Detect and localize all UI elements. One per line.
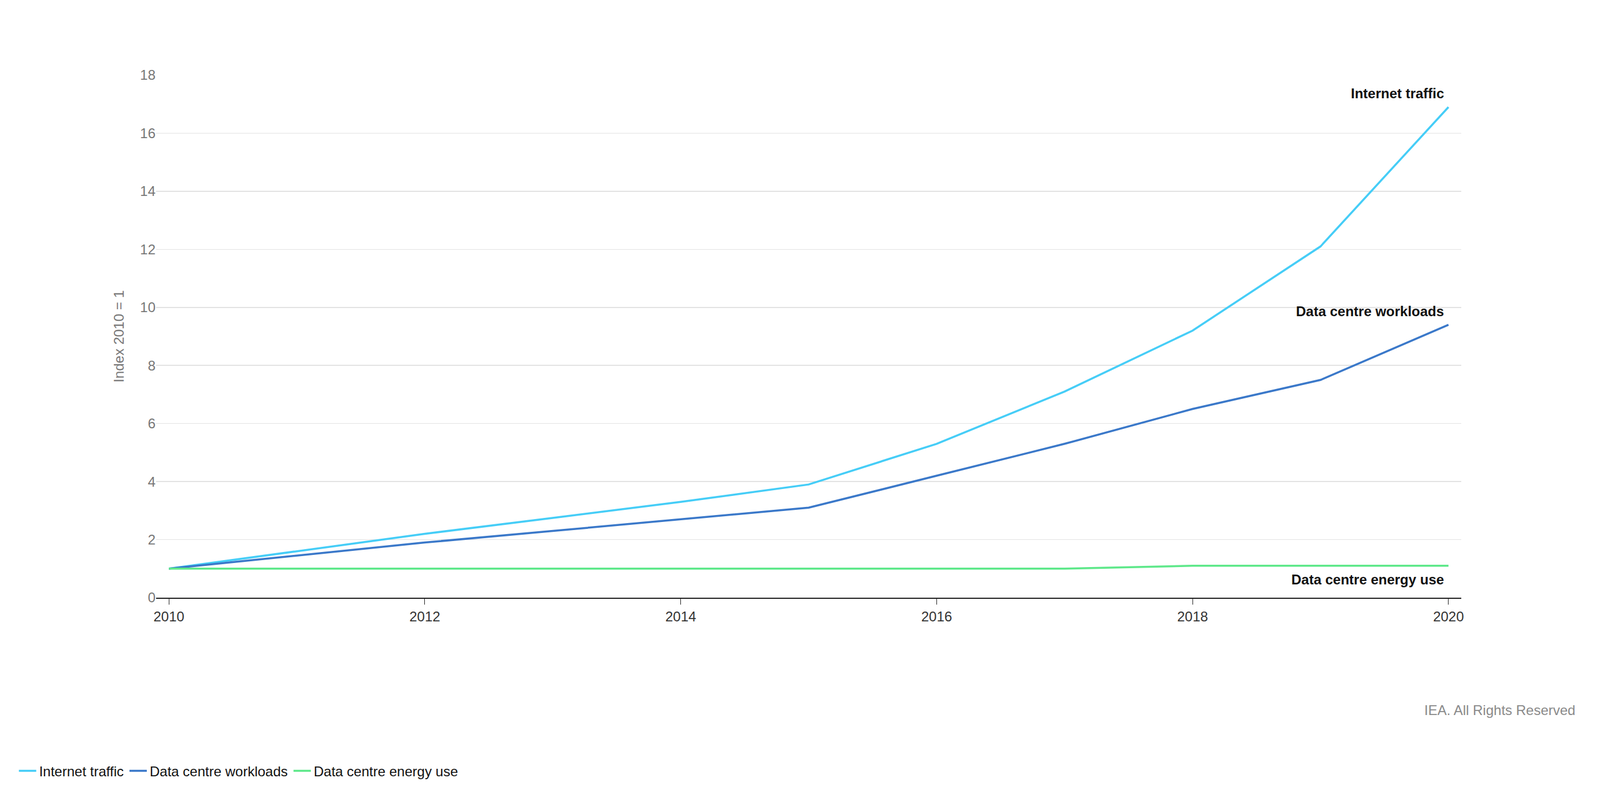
svg-text:Internet traffic: Internet traffic <box>39 763 124 780</box>
svg-text:Data centre workloads: Data centre workloads <box>149 763 288 780</box>
svg-text:2014: 2014 <box>665 608 696 625</box>
svg-text:10: 10 <box>139 299 156 316</box>
svg-text:16: 16 <box>139 125 156 142</box>
svg-text:14: 14 <box>139 183 156 199</box>
svg-text:2018: 2018 <box>1176 608 1208 625</box>
svg-text:IEA. All Rights Reserved: IEA. All Rights Reserved <box>1424 702 1576 718</box>
svg-text:Data centre energy use: Data centre energy use <box>1291 571 1444 588</box>
svg-text:4: 4 <box>147 473 156 490</box>
svg-text:0: 0 <box>147 589 156 606</box>
svg-text:6: 6 <box>147 415 156 432</box>
svg-text:12: 12 <box>139 241 156 258</box>
svg-text:2: 2 <box>147 531 156 548</box>
svg-text:2016: 2016 <box>921 608 953 625</box>
svg-text:Data centre workloads: Data centre workloads <box>1295 303 1444 320</box>
svg-text:2010: 2010 <box>153 608 184 625</box>
svg-text:Data centre energy use: Data centre energy use <box>313 763 458 780</box>
svg-text:Internet traffic: Internet traffic <box>1350 85 1444 102</box>
svg-text:8: 8 <box>147 357 156 374</box>
svg-text:Index 2010 = 1: Index 2010 = 1 <box>110 290 127 383</box>
svg-text:2020: 2020 <box>1432 608 1464 625</box>
svg-text:2012: 2012 <box>409 608 440 625</box>
svg-text:18: 18 <box>139 67 156 83</box>
